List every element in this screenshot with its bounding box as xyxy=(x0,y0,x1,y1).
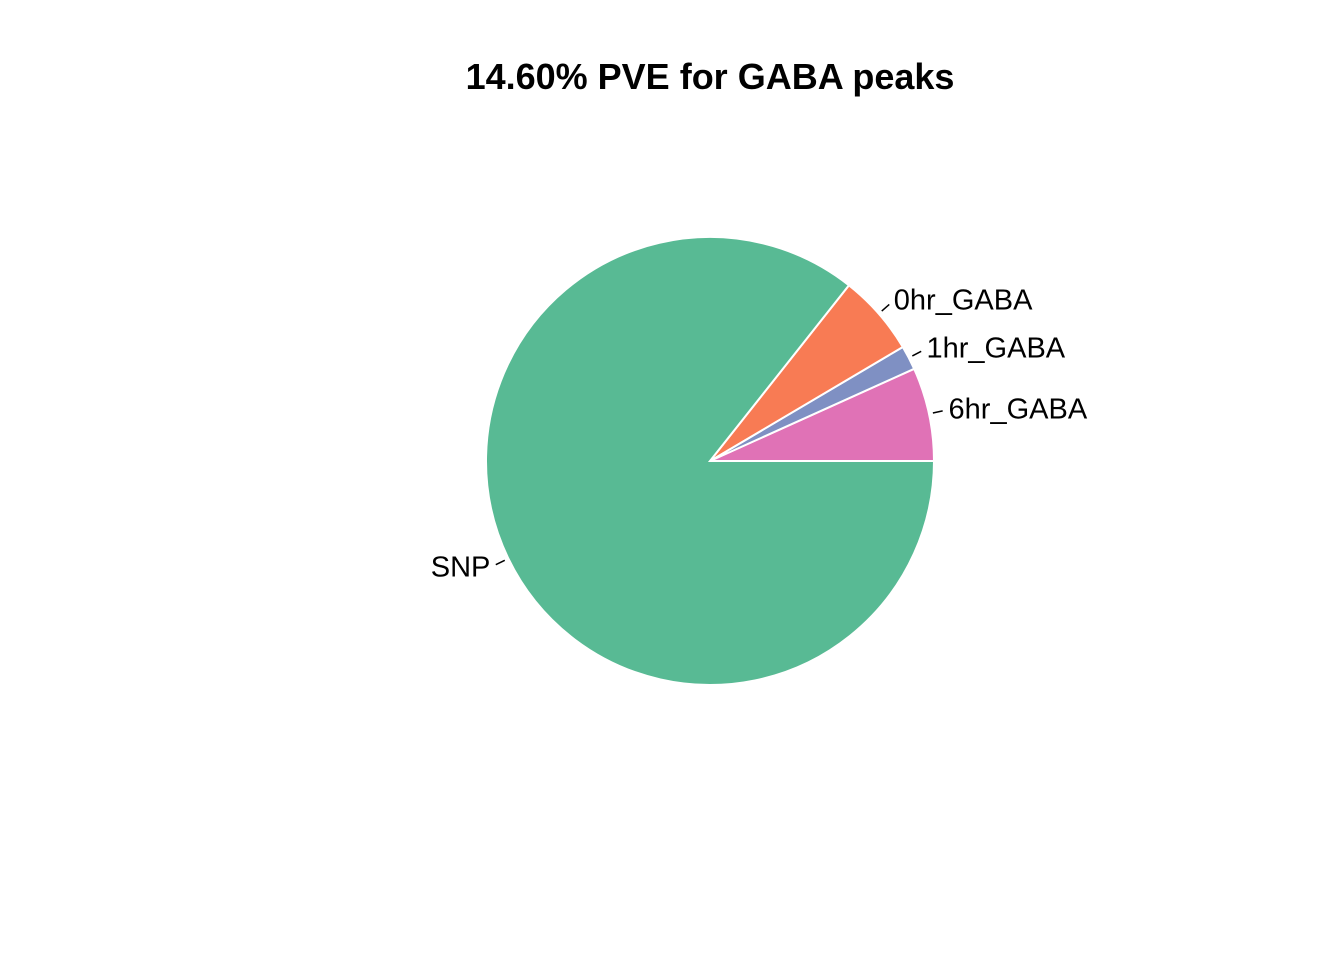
pie-labels: 6hr_GABA 1hr_GABA 0hr_GABA SNP xyxy=(431,285,1088,584)
leader-line-6hr-gaba xyxy=(932,410,943,414)
slice-label-0hr-gaba: 0hr_GABA xyxy=(894,285,1033,317)
leader-line-1hr-gaba xyxy=(911,350,922,357)
leader-line-0hr-gaba xyxy=(881,303,890,312)
leader-line-snp xyxy=(495,559,506,566)
chart-title: 14.60% PVE for GABA peaks xyxy=(465,56,955,97)
pie-slices xyxy=(485,236,936,686)
slice-label-snp: SNP xyxy=(431,551,491,583)
slice-label-6hr-gaba: 6hr_GABA xyxy=(949,394,1088,426)
slice-label-1hr-gaba: 1hr_GABA xyxy=(927,333,1066,365)
pie-slice-snp xyxy=(485,236,936,686)
pie-label-leaders xyxy=(495,303,943,566)
